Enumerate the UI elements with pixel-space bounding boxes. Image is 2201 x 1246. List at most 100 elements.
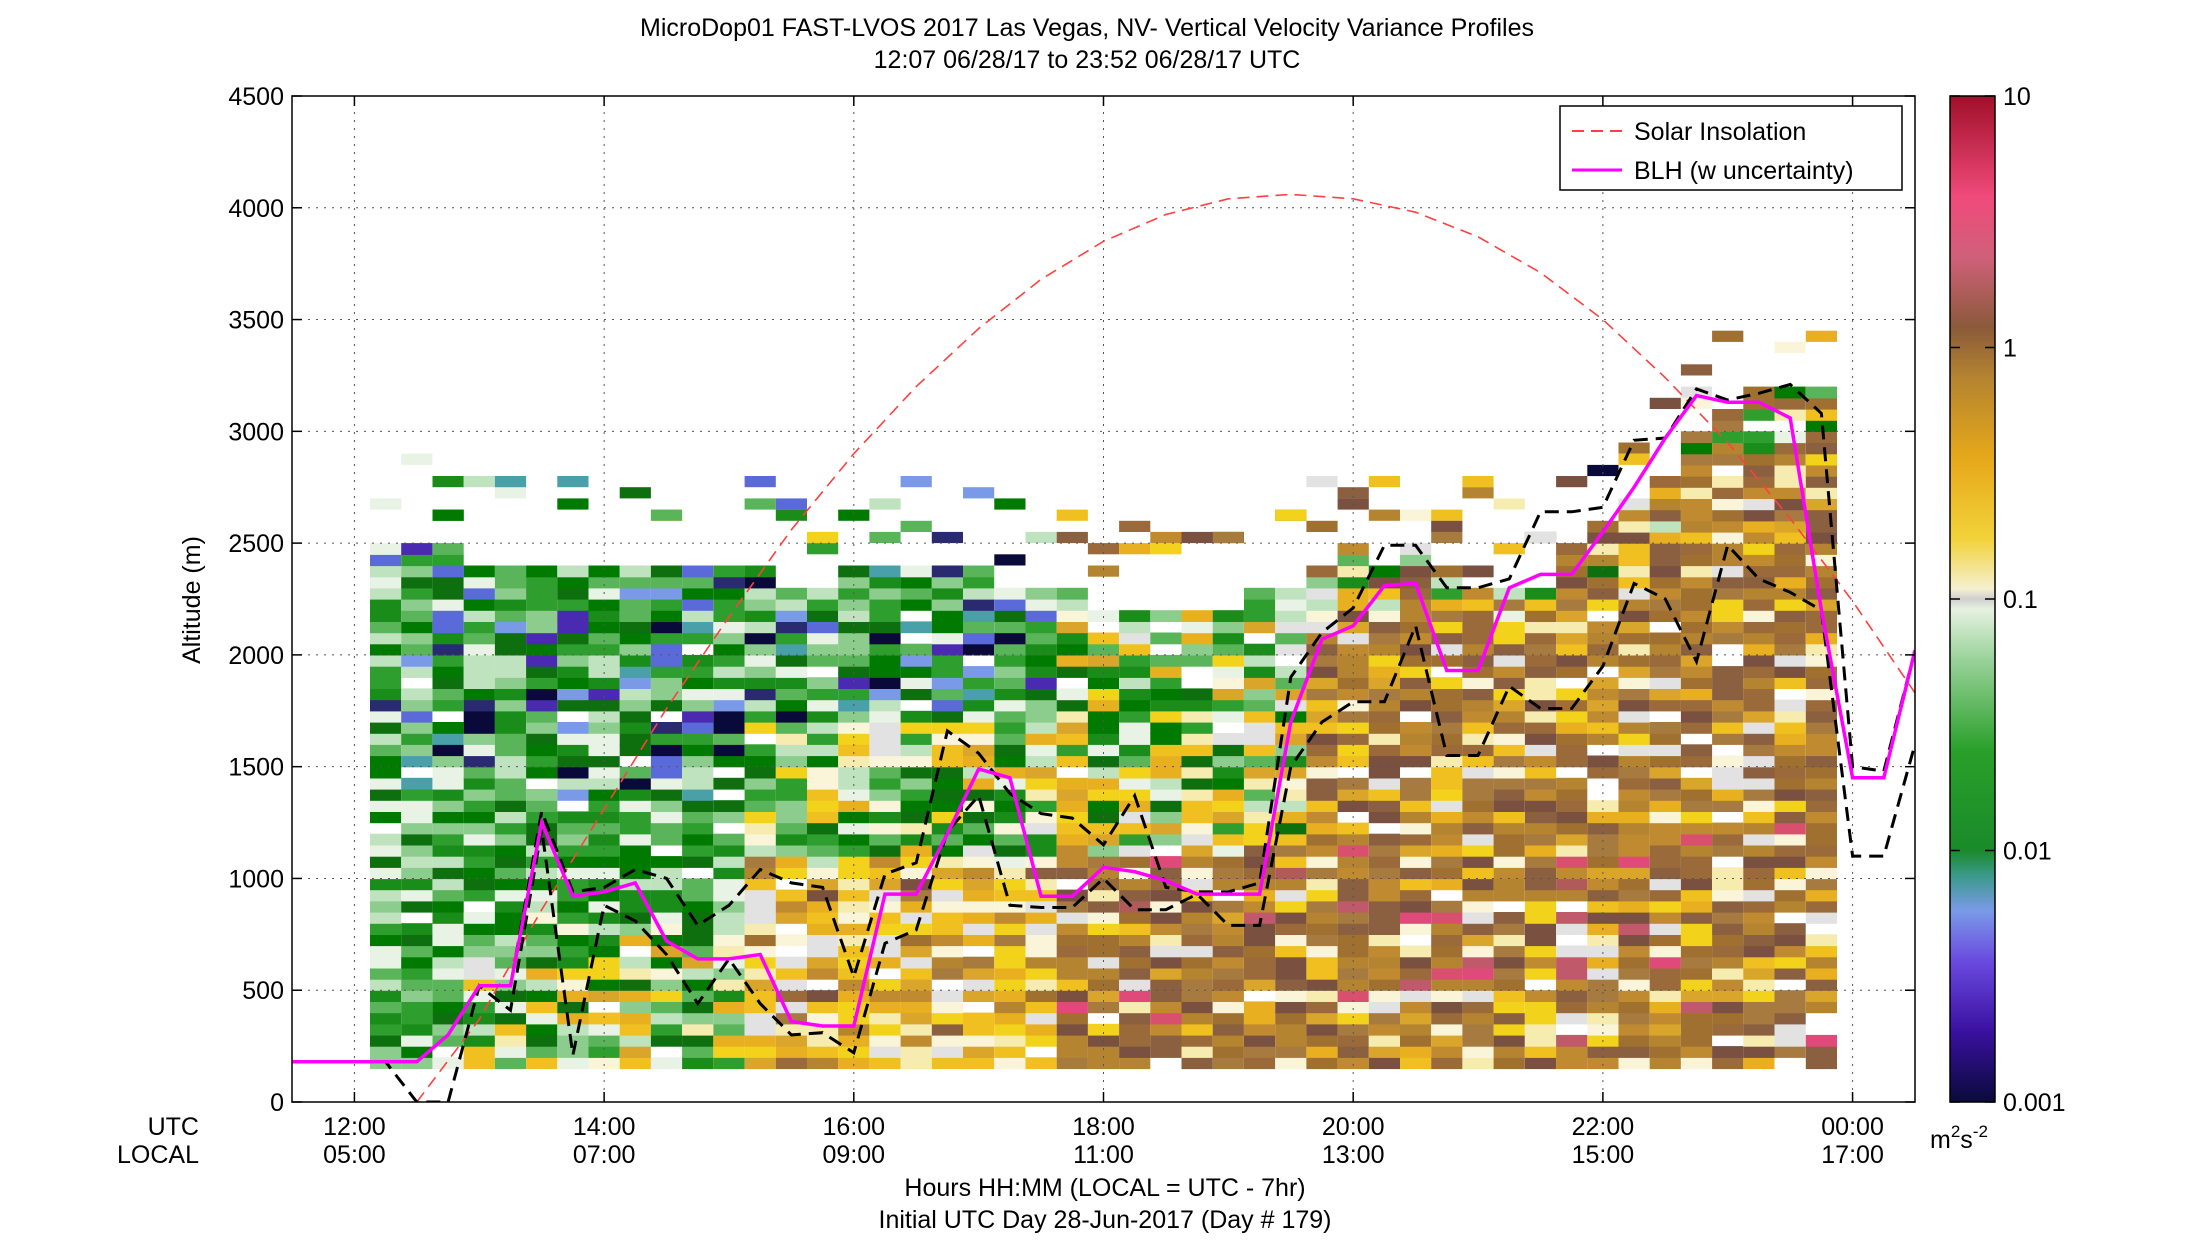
heatmap-cell bbox=[1087, 945, 1120, 958]
heatmap-cell bbox=[1524, 621, 1557, 634]
heatmap-cell bbox=[1649, 520, 1681, 533]
heatmap-cell bbox=[838, 599, 870, 611]
heatmap-cell bbox=[1680, 431, 1713, 444]
heatmap-cell bbox=[1587, 844, 1619, 857]
heatmap-cell bbox=[1368, 610, 1400, 622]
heatmap-cell bbox=[1212, 1023, 1244, 1036]
heatmap-cell bbox=[1805, 587, 1837, 600]
heatmap-cell bbox=[588, 733, 620, 745]
heatmap-cell bbox=[370, 777, 402, 790]
heatmap-cell bbox=[1150, 990, 1182, 1002]
heatmap-cell bbox=[526, 889, 558, 902]
heatmap-cell bbox=[1805, 632, 1837, 645]
heatmap-cell bbox=[1680, 710, 1713, 723]
heatmap-cell bbox=[1275, 945, 1307, 958]
heatmap-cell bbox=[900, 800, 932, 812]
heatmap-cell bbox=[682, 878, 714, 891]
heatmap-cell bbox=[1587, 822, 1619, 835]
heatmap-cell bbox=[1056, 934, 1088, 947]
heatmap-cell bbox=[370, 1034, 402, 1047]
heatmap-cell bbox=[1618, 498, 1650, 511]
heatmap-cell bbox=[1119, 610, 1151, 622]
heatmap-cell bbox=[1462, 733, 1494, 745]
heatmap-cell bbox=[1275, 755, 1307, 768]
heatmap-cell bbox=[900, 1001, 932, 1014]
heatmap-cell bbox=[713, 722, 745, 734]
heatmap-cell bbox=[713, 710, 745, 723]
heatmap-cell bbox=[1524, 900, 1557, 913]
heatmap-cell bbox=[1493, 621, 1525, 634]
heatmap-cell bbox=[1556, 1057, 1588, 1070]
heatmap-cell bbox=[588, 912, 620, 924]
heatmap-cell bbox=[1680, 632, 1713, 645]
heatmap-cell bbox=[807, 621, 839, 634]
heatmap-cell bbox=[994, 956, 1026, 969]
heatmap-cell bbox=[1462, 766, 1494, 779]
heatmap-cell bbox=[1119, 621, 1151, 634]
heatmap-cell bbox=[494, 487, 527, 499]
heatmap-cell bbox=[1680, 666, 1713, 678]
heatmap-cell bbox=[1680, 990, 1713, 1002]
heatmap-cell bbox=[1306, 833, 1338, 846]
heatmap-cell bbox=[1462, 688, 1494, 701]
heatmap-cell bbox=[1400, 889, 1432, 902]
heatmap-cell bbox=[1306, 744, 1338, 757]
heatmap-cell bbox=[963, 811, 995, 824]
heatmap-cell bbox=[526, 979, 558, 991]
heatmap-cell bbox=[619, 822, 651, 835]
heatmap-cell bbox=[1087, 789, 1120, 801]
heatmap-cell bbox=[494, 844, 527, 857]
heatmap-cell bbox=[869, 632, 901, 645]
heatmap-cell bbox=[432, 587, 464, 600]
heatmap-cell bbox=[526, 900, 558, 913]
heatmap-cell bbox=[1119, 666, 1151, 678]
heatmap-cell bbox=[963, 990, 995, 1002]
heatmap-cell bbox=[869, 733, 901, 745]
heatmap-cell bbox=[713, 632, 745, 645]
heatmap-cell bbox=[1712, 945, 1744, 958]
heatmap-cell bbox=[1087, 1023, 1120, 1036]
heatmap-cell bbox=[463, 1023, 495, 1036]
heatmap-cell bbox=[963, 722, 995, 734]
heatmap-cell bbox=[650, 1023, 683, 1036]
x-axis-label-day: Initial UTC Day 28-Jun-2017 (Day # 179) bbox=[879, 1206, 1332, 1234]
heatmap-cell bbox=[838, 722, 870, 734]
heatmap-cell bbox=[463, 599, 495, 611]
heatmap-cell bbox=[1618, 643, 1650, 656]
heatmap-cell bbox=[1119, 967, 1151, 980]
heatmap-cell bbox=[1680, 833, 1713, 846]
heatmap-cell bbox=[1712, 330, 1744, 342]
heatmap-cell bbox=[619, 811, 651, 824]
heatmap-cell bbox=[1618, 900, 1650, 913]
heatmap-cell bbox=[838, 632, 870, 645]
heatmap-cell bbox=[370, 800, 402, 812]
heatmap-cell bbox=[1119, 956, 1151, 969]
heatmap-cell bbox=[1087, 956, 1120, 969]
heatmap-cell bbox=[1712, 442, 1744, 455]
heatmap-cell bbox=[1337, 1012, 1369, 1025]
heatmap-cell bbox=[1743, 833, 1775, 846]
heatmap-cell bbox=[1337, 800, 1369, 812]
heatmap-cell bbox=[1618, 811, 1650, 824]
heatmap-cell bbox=[1431, 856, 1463, 868]
heatmap-cell bbox=[713, 576, 745, 589]
heatmap-cell bbox=[1056, 699, 1088, 712]
heatmap-cell bbox=[1119, 811, 1151, 824]
heatmap-cell bbox=[744, 923, 776, 935]
heatmap-cell bbox=[1805, 967, 1837, 980]
heatmap-cell bbox=[1743, 599, 1775, 611]
heatmap-cell bbox=[682, 900, 714, 913]
heatmap-cell bbox=[1212, 755, 1244, 768]
heatmap-cell bbox=[1400, 811, 1432, 824]
heatmap-cell bbox=[838, 565, 870, 578]
heatmap-cell bbox=[1462, 1023, 1494, 1036]
heatmap-cell bbox=[432, 666, 464, 678]
heatmap-cell bbox=[557, 643, 589, 656]
heatmap-cell bbox=[1618, 1023, 1650, 1036]
colorbar-units-base: m bbox=[1930, 1126, 1951, 1154]
heatmap-cell bbox=[1743, 1046, 1775, 1058]
heatmap-cell bbox=[463, 576, 495, 589]
heatmap-cell bbox=[1275, 621, 1307, 634]
heatmap-cell bbox=[963, 789, 995, 801]
heatmap-cell bbox=[1743, 710, 1775, 723]
